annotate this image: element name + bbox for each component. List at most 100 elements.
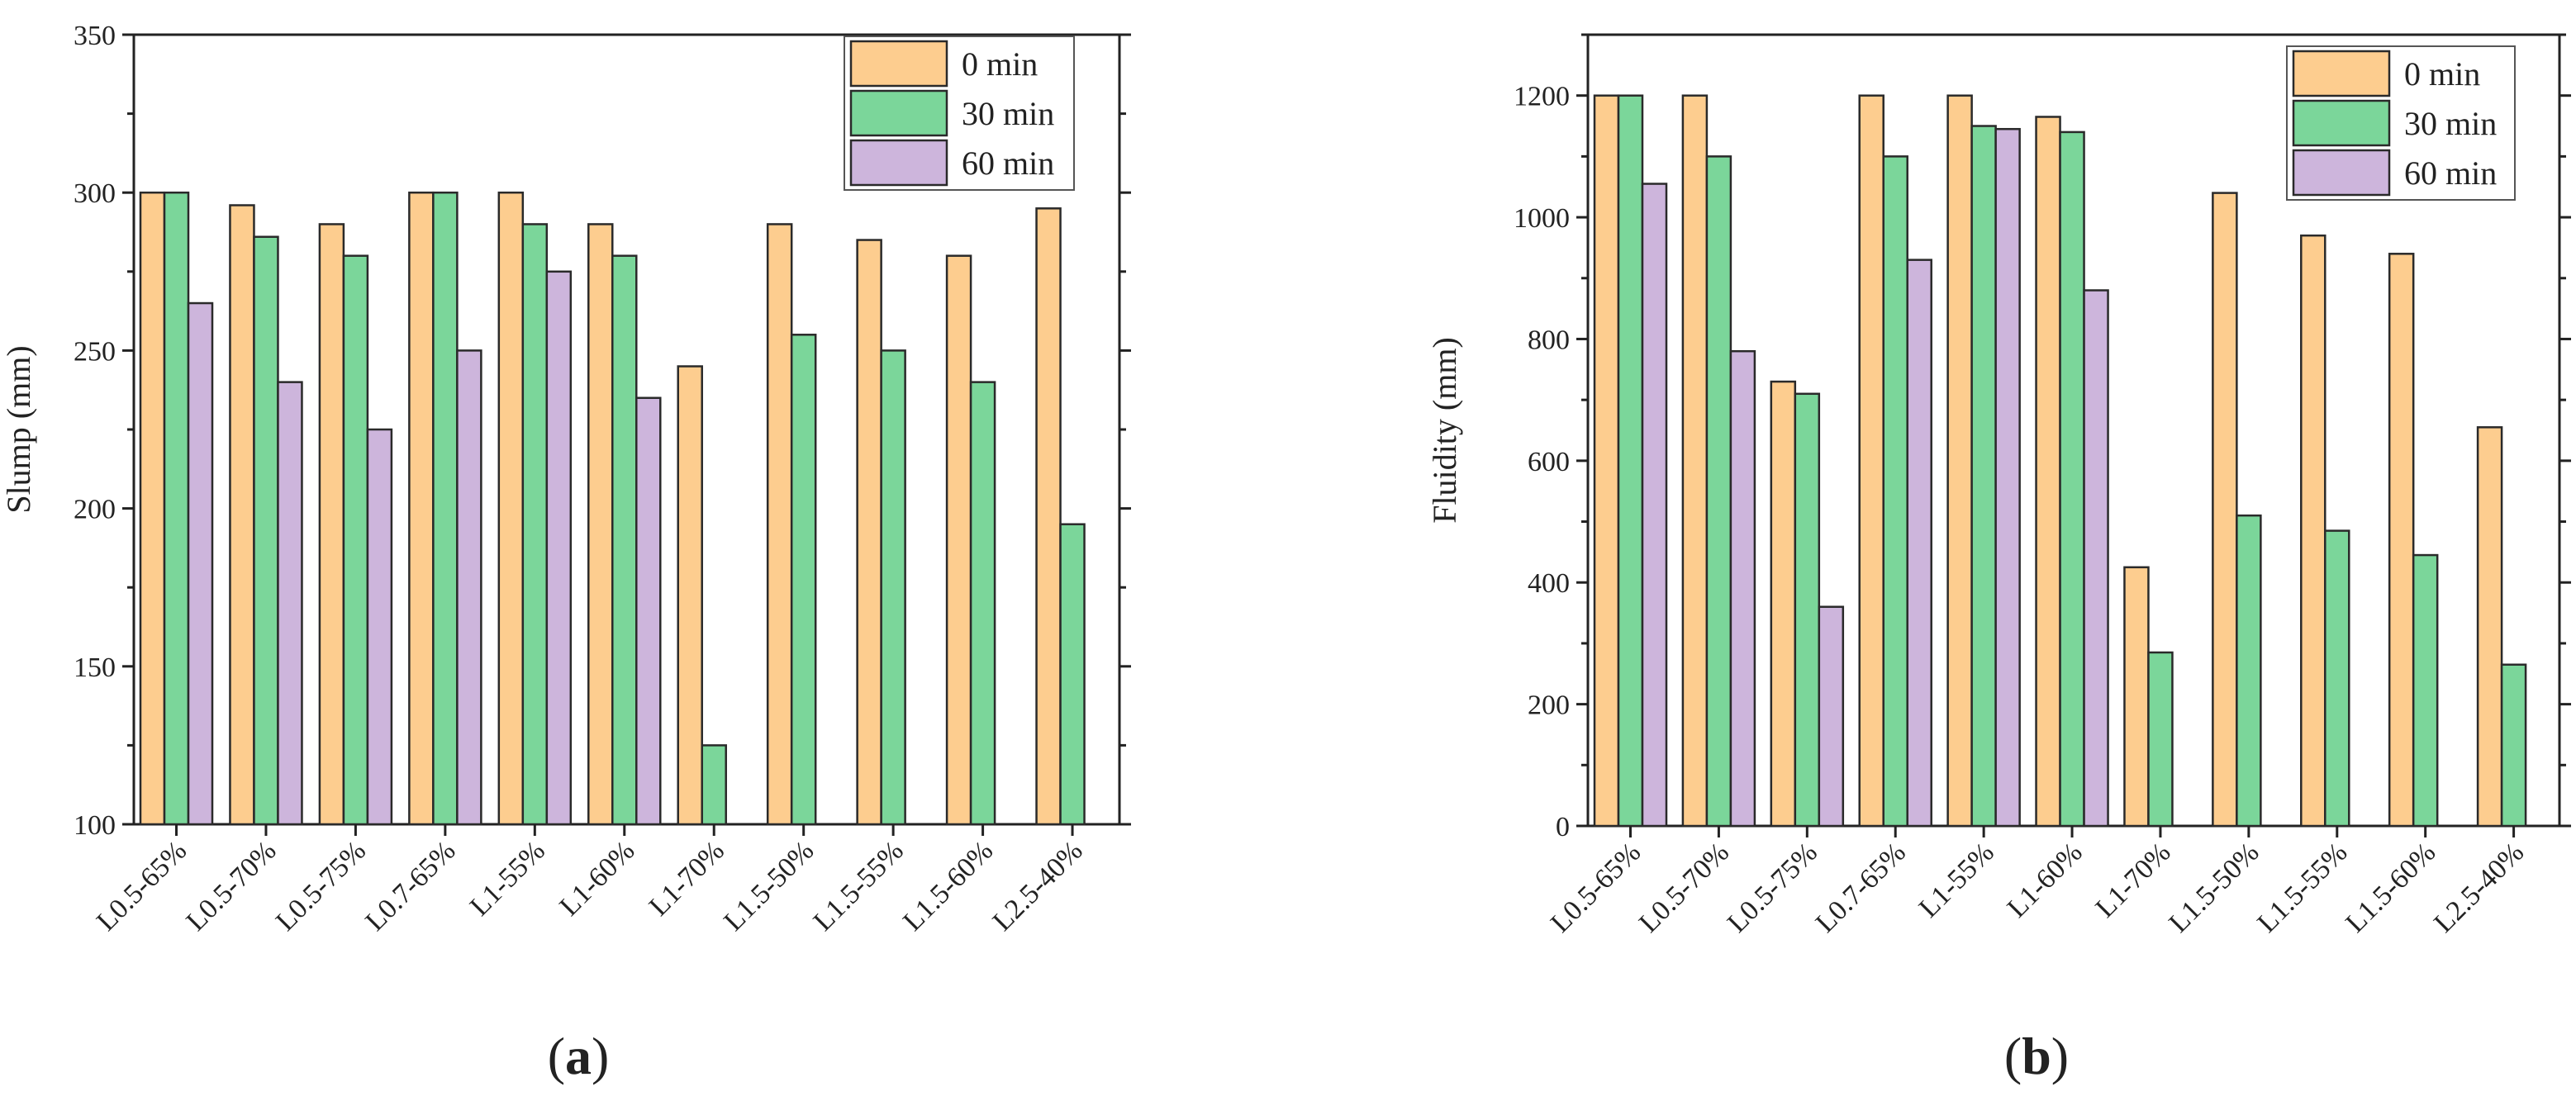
bar-30-min-L0.5-75% — [1794, 392, 1821, 828]
bar-0-min-L1-55% — [1946, 94, 1973, 828]
bar-0-min-L1.5-55% — [2300, 234, 2326, 828]
bar-0-min-L0.5-65% — [139, 191, 166, 826]
bar-30-min-L1-60% — [2059, 130, 2085, 828]
bar-60-min-L1-60% — [635, 396, 662, 826]
bar-30-min-L1-70% — [701, 744, 727, 826]
bar-60-min-L0.5-75% — [366, 428, 393, 826]
y-axis-title: Fluidity (mm) — [1426, 337, 1463, 524]
caption-letter: a — [565, 1027, 592, 1085]
y-tick-label: 350 — [74, 21, 116, 51]
bar-0-min-L1-60% — [2035, 116, 2061, 828]
bar-0-min-L2.5-40% — [2476, 426, 2503, 828]
bar-0-min-L0.5-75% — [318, 223, 345, 826]
legend-label: 0 min — [962, 45, 1038, 83]
bar-60-min-L1-55% — [1994, 127, 2021, 828]
x-category-label: L0.5-75% — [270, 835, 372, 937]
fluidity-chart: 0 200 400 600 800 1000 1200 Fluidity (mm) L0.5-6… — [1426, 33, 2571, 1085]
bar-30-min-L1.5-50% — [790, 334, 817, 826]
y-tick-label: 400 — [1528, 568, 1570, 599]
bar-0-min-L1-70% — [2123, 566, 2150, 828]
y-axis-title: Slump (mm) — [0, 345, 37, 513]
bar-30-min-L1-60% — [611, 254, 638, 826]
y-tick-label: 100 — [74, 810, 116, 841]
x-category-label: L1.5-50% — [718, 835, 820, 937]
bar-60-min-L0.7-65% — [1906, 259, 1932, 828]
figure-caption: (b) — [2004, 1027, 2069, 1085]
y-tick-label: 1000 — [1514, 203, 1570, 234]
x-category-label: L0.7-65% — [1810, 837, 1912, 938]
bar-0-min-L1-70% — [677, 365, 703, 826]
bar-30-min-L1.5-55% — [2324, 529, 2350, 828]
y-tick-label: 250 — [74, 336, 116, 367]
x-category-label: L1.5-60% — [2340, 837, 2441, 938]
bar-60-min-L0.7-65% — [456, 349, 482, 826]
x-category-label: L0.5-65% — [91, 835, 192, 937]
bar-60-min-L1-60% — [2083, 289, 2109, 828]
bar-30-min-L0.5-70% — [253, 235, 279, 826]
x-category-label: L1.5-55% — [2251, 837, 2353, 938]
x-category-label: L0.5-70% — [1633, 837, 1735, 938]
x-category-label: L0.5-65% — [1545, 837, 1647, 938]
x-category-label: L1.5-60% — [897, 835, 999, 937]
legend-swatch — [849, 139, 948, 187]
legend-swatch — [849, 89, 948, 137]
bar-30-min-L0.5-65% — [1617, 94, 1644, 828]
bar-30-min-L1-55% — [521, 223, 549, 826]
x-category-label: L1-60% — [2002, 837, 2089, 923]
x-category-label: L1-55% — [1913, 837, 2000, 923]
bar-30-min-L0.5-75% — [342, 254, 369, 826]
legend-label: 30 min — [962, 95, 1054, 132]
legend-label: 0 min — [2404, 55, 2480, 93]
y-tick-label: 300 — [74, 178, 116, 209]
caption-close: ) — [2051, 1027, 2069, 1085]
y-tick-label: 800 — [1528, 325, 1570, 355]
bar-30-min-L1.5-50% — [2236, 514, 2262, 828]
x-category-label: L1.5-50% — [2164, 837, 2265, 938]
y-tick-label: 200 — [1528, 690, 1570, 721]
y-tick-label: 0 — [1556, 812, 1570, 842]
x-category-label: L1-70% — [2090, 837, 2177, 923]
bar-30-min-L1.5-60% — [969, 381, 996, 826]
caption-letter: b — [2022, 1027, 2051, 1085]
bar-0-min-L0.7-65% — [1858, 94, 1884, 828]
x-category-label: L1-55% — [464, 835, 551, 922]
bar-30-min-L0.5-65% — [163, 191, 190, 826]
legend-label: 30 min — [2404, 105, 2497, 142]
legend-swatch — [2292, 99, 2391, 147]
x-category-label: L0.5-70% — [181, 835, 283, 937]
bar-30-min-L1-55% — [1970, 125, 1997, 828]
x-category-label: L2.5-40% — [987, 835, 1089, 937]
legend-swatch — [2292, 149, 2391, 197]
bar-60-min-L0.5-70% — [1729, 349, 1756, 828]
x-category-label: L1-70% — [644, 835, 730, 922]
x-category-label: L1-60% — [554, 835, 640, 922]
caption-open: ( — [548, 1027, 565, 1085]
bar-0-min-L1-60% — [587, 223, 614, 826]
bar-0-min-L1.5-60% — [2388, 253, 2415, 828]
bar-0-min-L1.5-60% — [945, 254, 972, 826]
bar-0-min-L1.5-50% — [2212, 192, 2238, 828]
bar-60-min-L0.5-65% — [187, 301, 214, 826]
y-tick-label: 1200 — [1514, 82, 1570, 112]
bar-30-min-L1-70% — [2147, 651, 2174, 828]
legend-swatch — [2292, 50, 2391, 97]
caption-open: ( — [2004, 1027, 2022, 1085]
bar-30-min-L1.5-55% — [880, 349, 906, 826]
x-category-label: L2.5-40% — [2428, 837, 2530, 938]
y-tick-label: 200 — [74, 495, 116, 525]
bar-30-min-L1.5-60% — [2412, 553, 2439, 828]
bar-0-min-L1.5-50% — [766, 223, 793, 826]
bar-0-min-L0.5-65% — [1593, 94, 1620, 828]
bar-30-min-L2.5-40% — [2500, 663, 2527, 828]
figure-caption: (a) — [548, 1027, 610, 1085]
bar-30-min-L0.7-65% — [1882, 155, 1908, 828]
x-category-label: L0.7-65% — [360, 835, 462, 937]
bar-0-min-L0.5-70% — [1681, 94, 1709, 828]
legend-label: 60 min — [962, 145, 1054, 182]
bar-0-min-L0.7-65% — [408, 191, 435, 826]
bar-0-min-L2.5-40% — [1035, 207, 1062, 826]
bar-30-min-L0.7-65% — [432, 191, 459, 826]
bar-0-min-L0.5-70% — [229, 204, 255, 826]
